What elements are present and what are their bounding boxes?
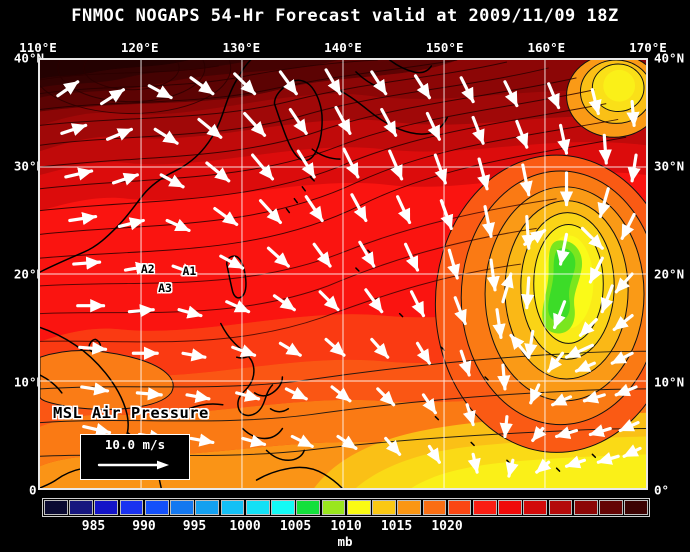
latitude-tick-label: 30°N — [654, 158, 685, 174]
longitude-tick-label: 110°E — [19, 40, 57, 55]
colorbar-swatch[interactable] — [94, 500, 119, 515]
wind-vector-field — [56, 68, 642, 478]
colorbar-tick-label: 995 — [182, 519, 207, 534]
right-arrow-icon — [97, 460, 169, 469]
map-point-label-a3: A3 — [158, 281, 172, 296]
colorbar-tick-label: 1010 — [330, 519, 362, 534]
longitude-tick-label: 140°E — [324, 40, 362, 55]
colorbar-tick-label: 1015 — [380, 519, 413, 534]
latitude-tick-label: 10°N — [13, 374, 44, 390]
longitude-tick-label: 160°E — [527, 40, 566, 55]
map-point-label-a1: A1 — [182, 263, 197, 278]
colorbar-swatch[interactable] — [271, 500, 295, 515]
colorbar-swatch[interactable] — [397, 500, 422, 515]
latitude-tick-label: 40°N — [654, 50, 685, 66]
longitude-tick-label: 150°E — [425, 40, 464, 55]
colorbar-swatch[interactable] — [372, 500, 396, 515]
map-point-label-a2: A2 — [140, 261, 155, 276]
latitude-tick-label: 40°N — [13, 50, 44, 66]
wind-scale-legend: 10.0 m/s — [80, 434, 190, 480]
colorbar-swatch[interactable] — [44, 500, 68, 515]
colorbar-swatch[interactable] — [599, 500, 623, 515]
longitude-tick-label: 130°E — [222, 40, 261, 55]
latitude-tick-label: 10°N — [654, 374, 685, 390]
page-title: FNMOC NOGAPS 54-Hr Forecast valid at 200… — [71, 6, 619, 26]
latitude-tick-label: 0° — [654, 482, 670, 498]
colorbar-swatch[interactable] — [69, 500, 93, 515]
latitude-tick-label: 30°N — [13, 158, 44, 174]
colorbar-units-label: mb — [337, 534, 353, 549]
colorbar-swatch[interactable] — [523, 500, 548, 515]
pressure-field-plot — [40, 60, 646, 488]
colorbar-swatch[interactable] — [119, 500, 144, 515]
colorbar-tick-label: 990 — [132, 519, 156, 534]
colorbar-tick-label: 1020 — [431, 519, 463, 534]
colorbar-swatch[interactable] — [346, 500, 371, 515]
longitude-tick-label: 170°E — [629, 40, 667, 55]
colorbar-tick-label: 1000 — [229, 519, 261, 534]
colorbar-swatch[interactable] — [245, 500, 270, 515]
colorbar-swatch[interactable] — [472, 500, 497, 515]
colorbar-swatch[interactable] — [144, 500, 169, 515]
colorbar-tick-label: 985 — [81, 519, 106, 534]
map-canvas — [40, 60, 646, 488]
colorbar-swatch[interactable] — [170, 500, 194, 515]
colorbar-swatch[interactable] — [624, 500, 649, 515]
colorbar-swatch[interactable] — [422, 500, 447, 515]
map-panel[interactable] — [38, 58, 648, 490]
colorbar-swatch[interactable] — [447, 500, 472, 515]
colorbar-swatch[interactable] — [195, 500, 220, 515]
latitude-tick-label: 20°N — [654, 266, 685, 282]
colorbar-swatch[interactable] — [220, 500, 245, 515]
latitude-tick-label: 20°N — [13, 266, 44, 282]
longitude-tick-label: 120°E — [120, 40, 159, 55]
colorbar-swatch[interactable] — [296, 500, 321, 515]
colorbar-swatch[interactable] — [573, 500, 598, 515]
wind-scale-value: 10.0 m/s — [104, 437, 166, 452]
colorbar-swatch[interactable] — [498, 500, 522, 515]
msl-air-pressure-label: MSL Air Pressure — [53, 404, 209, 422]
colorbar-swatch[interactable] — [548, 500, 573, 515]
colorbar-swatch[interactable] — [321, 500, 346, 515]
colorbar[interactable] — [42, 498, 650, 517]
colorbar-tick-label: 1005 — [279, 519, 312, 534]
